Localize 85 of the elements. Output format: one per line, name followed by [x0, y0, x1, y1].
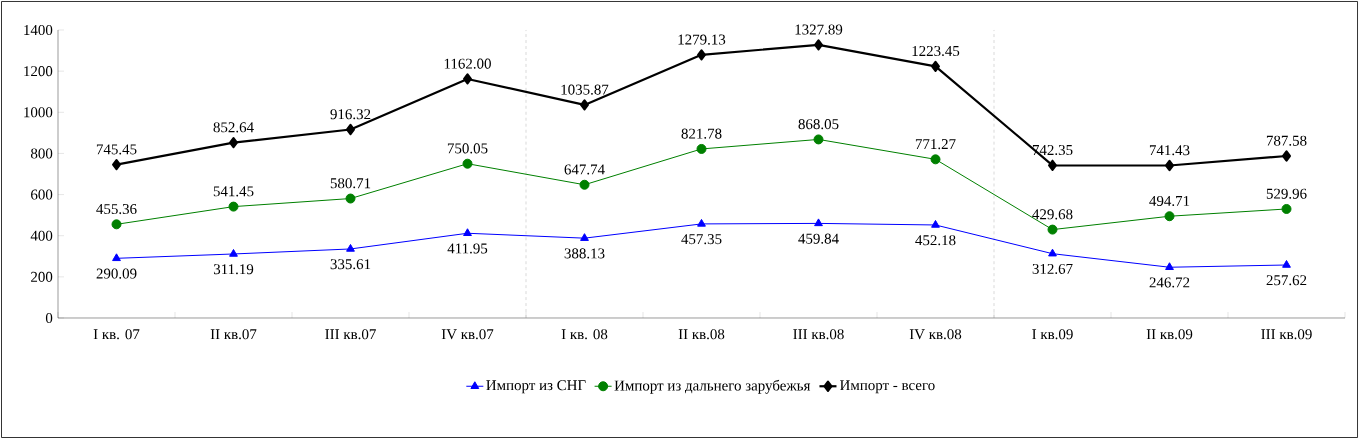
- y-tick-label: 0: [45, 312, 53, 324]
- legend-label: Импорт из СНГ: [486, 380, 586, 394]
- x-tick-label: I кв.09: [1032, 329, 1073, 340]
- y-tick-label: 600: [31, 189, 53, 200]
- x-tick-label: IV кв.07: [441, 329, 494, 340]
- point: [1164, 211, 1175, 222]
- point: [931, 60, 940, 72]
- point: [112, 159, 121, 171]
- data-label: 529.96: [1266, 188, 1307, 199]
- point: [112, 253, 121, 262]
- data-label: 312.67: [1032, 263, 1073, 274]
- point: [579, 179, 590, 190]
- data-label: 257.62: [1266, 275, 1307, 286]
- data-label: 787.58: [1266, 135, 1307, 146]
- data-label: 1035.87: [561, 84, 609, 95]
- data-label: 868.05: [798, 119, 839, 130]
- point: [580, 233, 589, 241]
- point: [814, 218, 823, 227]
- point: [228, 201, 239, 212]
- data-label: 1327.89: [795, 24, 843, 35]
- point: [111, 219, 122, 230]
- point: [463, 73, 472, 85]
- data-label: 246.72: [1149, 277, 1190, 288]
- point: [229, 248, 238, 257]
- point: [580, 99, 589, 111]
- data-label: 457.35: [681, 234, 722, 245]
- point: [696, 143, 707, 154]
- data-label: 311.19: [213, 264, 254, 275]
- y-tick-label: 400: [30, 230, 53, 241]
- data-label: 1162.00: [444, 58, 491, 69]
- point: [813, 134, 824, 145]
- data-label: 455.36: [96, 204, 137, 215]
- point: [1048, 248, 1057, 257]
- point: [814, 39, 823, 51]
- x-tick-label: II кв.07: [210, 329, 257, 340]
- data-label: 541.45: [213, 186, 254, 197]
- y-tick-label: 1000: [24, 107, 53, 118]
- point: [1282, 260, 1291, 268]
- x-tick-label: I кв. 08: [561, 329, 608, 340]
- y-tick-label: 1400: [24, 24, 53, 36]
- y-tick-label: 200: [31, 271, 53, 282]
- data-label: 750.05: [447, 143, 488, 154]
- data-label: 745.45: [96, 144, 137, 155]
- data-label: 494.71: [1149, 195, 1190, 207]
- x-tick-label: III кв.08: [793, 329, 844, 340]
- x-tick-label: I кв. 07: [93, 329, 140, 340]
- x-tick-label: III кв.07: [325, 329, 376, 340]
- point: [1048, 159, 1057, 171]
- data-label: 452.18: [915, 235, 956, 246]
- data-label: 580.71: [330, 178, 371, 189]
- data-label: 335.61: [330, 259, 371, 270]
- data-label: 852.64: [213, 122, 254, 133]
- point: [697, 218, 706, 227]
- point: [229, 137, 238, 149]
- data-label: 290.09: [96, 268, 137, 279]
- x-tick-label: II кв.09: [1146, 329, 1193, 340]
- point: [930, 154, 941, 165]
- data-label: 916.32: [330, 109, 371, 120]
- point: [1281, 203, 1292, 214]
- y-tick-label: 800: [30, 148, 53, 159]
- y-tick-label: 1200: [24, 66, 53, 77]
- point: [1047, 224, 1058, 235]
- data-label: 821.78: [681, 128, 722, 139]
- data-label: 1223.45: [912, 46, 960, 57]
- data-label: 771.27: [915, 139, 956, 150]
- data-label: 388.13: [564, 248, 605, 259]
- data-label: 647.74: [564, 164, 605, 175]
- x-tick-label: II кв.08: [678, 329, 725, 340]
- legend-label: Импорт из дальнего зарубежья: [614, 379, 811, 394]
- legend-label: Импорт - всего: [840, 380, 935, 394]
- point: [1165, 262, 1174, 270]
- x-tick-label: III кв.09: [1261, 329, 1312, 340]
- data-label: 429.68: [1032, 209, 1073, 220]
- data-label: 411.95: [447, 243, 488, 254]
- x-tick-label: IV кв.08: [909, 329, 962, 340]
- point: [345, 193, 356, 204]
- data-label: 741.43: [1149, 145, 1190, 156]
- data-label: 1279.13: [678, 34, 726, 45]
- point: [462, 158, 473, 169]
- point: [697, 49, 706, 61]
- point: [346, 243, 355, 252]
- point: [931, 219, 940, 228]
- point: [463, 228, 472, 236]
- data-label: 459.84: [798, 233, 839, 244]
- point: [1282, 150, 1291, 162]
